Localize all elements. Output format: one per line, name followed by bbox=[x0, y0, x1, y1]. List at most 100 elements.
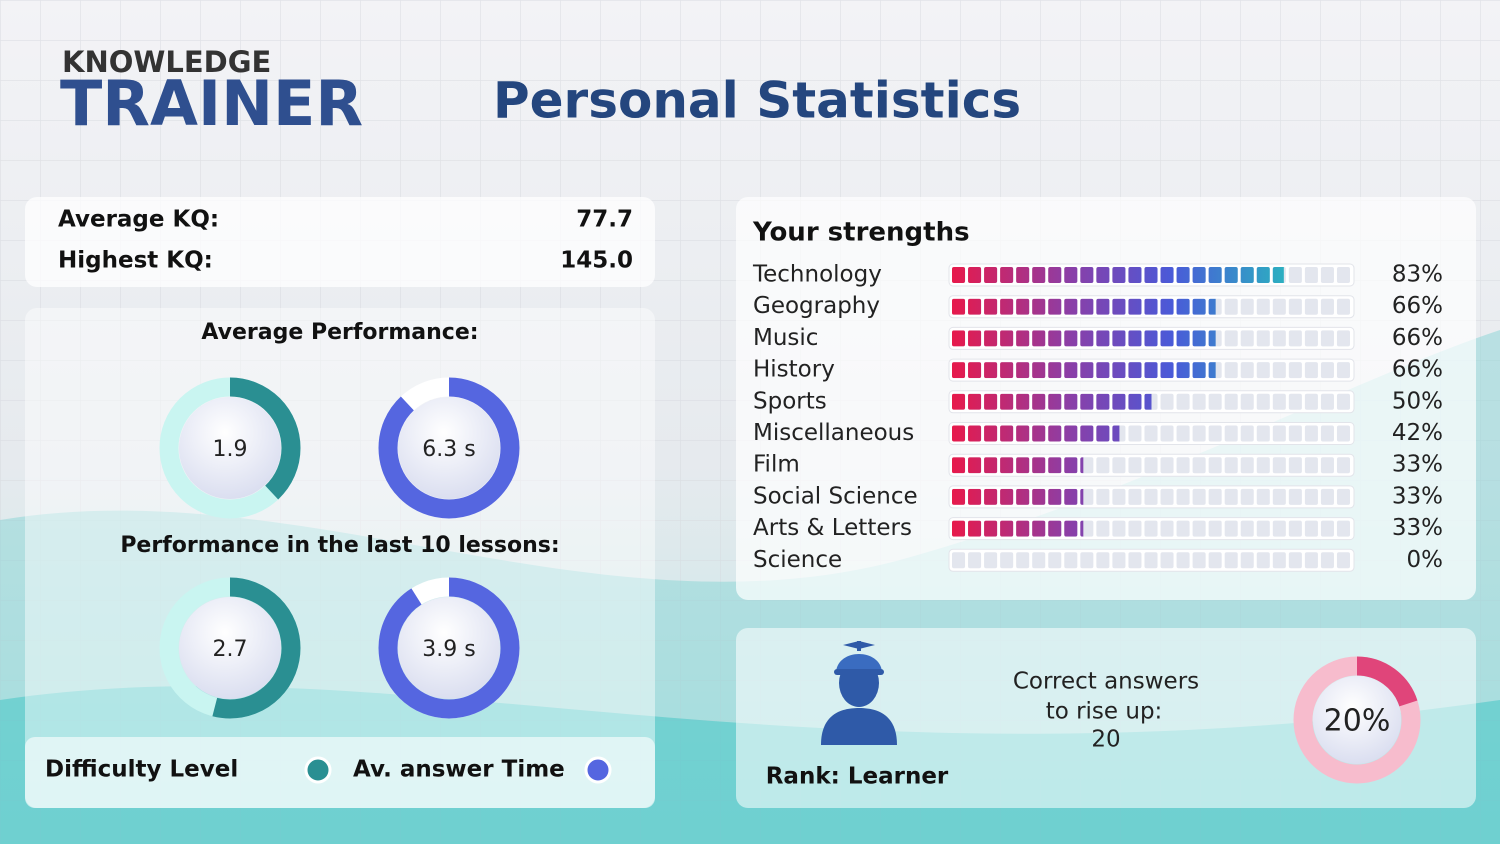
segment bbox=[1176, 520, 1190, 537]
segment bbox=[1224, 520, 1238, 537]
segment bbox=[1144, 520, 1158, 537]
segment bbox=[1272, 552, 1286, 569]
segment bbox=[1304, 520, 1318, 537]
kq-label: Highest KQ: bbox=[58, 248, 213, 274]
segment bbox=[1240, 330, 1254, 347]
segment bbox=[1128, 457, 1142, 474]
segment bbox=[1208, 393, 1222, 410]
segment bbox=[1144, 425, 1158, 442]
segment bbox=[1336, 393, 1350, 410]
bar bbox=[951, 457, 1084, 474]
segment bbox=[1016, 552, 1030, 569]
value-label: 66% bbox=[1392, 325, 1443, 351]
rank-text: Correct answers bbox=[1013, 669, 1199, 695]
donut-arc bbox=[159, 577, 301, 719]
kq-label: Average KQ: bbox=[58, 207, 219, 233]
segment bbox=[1240, 488, 1254, 505]
segment bbox=[1256, 330, 1270, 347]
page-title: Personal Statistics bbox=[493, 72, 1021, 130]
donut-arc bbox=[378, 577, 520, 719]
segment bbox=[1320, 267, 1334, 283]
segment bbox=[1032, 552, 1046, 569]
legend-strip bbox=[25, 737, 655, 808]
segment bbox=[1128, 520, 1142, 537]
segment bbox=[1304, 393, 1318, 410]
segment bbox=[1320, 298, 1334, 315]
segment bbox=[1240, 457, 1254, 474]
donut-disc bbox=[398, 597, 500, 699]
segment bbox=[1128, 488, 1142, 505]
value-label: 42% bbox=[1392, 420, 1443, 446]
segment bbox=[1208, 457, 1222, 474]
bar bbox=[951, 298, 1216, 315]
brand-top: KNOWLEDGE bbox=[62, 45, 271, 79]
segment bbox=[1320, 488, 1334, 505]
segment bbox=[1224, 457, 1238, 474]
segment bbox=[1224, 393, 1238, 410]
donut-label: 2.7 bbox=[213, 637, 248, 662]
segment bbox=[1272, 298, 1286, 315]
segment bbox=[1112, 552, 1126, 569]
kq-panel bbox=[25, 197, 655, 287]
segment bbox=[1096, 520, 1110, 537]
segment bbox=[1320, 393, 1334, 410]
rank-panel bbox=[736, 628, 1476, 808]
strengths-title: Your strengths bbox=[752, 218, 970, 248]
segment bbox=[1160, 457, 1174, 474]
segment bbox=[1160, 552, 1174, 569]
segment bbox=[1336, 552, 1350, 569]
value-label: 83% bbox=[1392, 262, 1443, 288]
value-label: 66% bbox=[1392, 357, 1443, 383]
segment bbox=[1048, 552, 1062, 569]
segment bbox=[1304, 362, 1318, 379]
rank-value: 20% bbox=[1324, 704, 1391, 739]
brand: TRAINER bbox=[60, 67, 363, 140]
segment bbox=[1288, 488, 1302, 505]
segment bbox=[1208, 488, 1222, 505]
segment bbox=[1336, 457, 1350, 474]
segment bbox=[1304, 425, 1318, 442]
segment bbox=[1272, 330, 1286, 347]
segment bbox=[1000, 552, 1014, 569]
category-label: Miscellaneous bbox=[753, 420, 914, 446]
segment bbox=[1288, 552, 1302, 569]
donut-arc bbox=[159, 377, 301, 519]
segment bbox=[1272, 425, 1286, 442]
segment bbox=[1288, 393, 1302, 410]
segment bbox=[1336, 520, 1350, 537]
segment bbox=[1112, 520, 1126, 537]
segment bbox=[1256, 298, 1270, 315]
segment bbox=[1080, 488, 1094, 505]
category-label: Science bbox=[753, 547, 842, 573]
segment bbox=[1224, 488, 1238, 505]
value-label: 50% bbox=[1392, 388, 1443, 414]
segment bbox=[1224, 552, 1238, 569]
bar bbox=[951, 393, 1152, 410]
rank-arc bbox=[1293, 656, 1421, 784]
segment bbox=[1080, 457, 1094, 474]
bar bbox=[951, 362, 1216, 379]
segment bbox=[1080, 520, 1094, 537]
segment bbox=[1192, 488, 1206, 505]
segment bbox=[1320, 520, 1334, 537]
category-label: Sports bbox=[753, 388, 827, 414]
segment bbox=[1288, 330, 1302, 347]
category-label: Film bbox=[753, 452, 800, 478]
segment bbox=[1256, 425, 1270, 442]
segment bbox=[1224, 425, 1238, 442]
dynamic-layer: 1.9 6.3 s 2.7 3.9 s Technology 83% Geography 66… bbox=[159, 262, 1443, 784]
segment bbox=[1336, 488, 1350, 505]
segment bbox=[952, 552, 966, 569]
segment bbox=[1240, 520, 1254, 537]
category-label: History bbox=[753, 357, 835, 383]
segment bbox=[1144, 457, 1158, 474]
donut-label: 1.9 bbox=[213, 437, 248, 462]
value-label: 33% bbox=[1392, 515, 1443, 541]
segment bbox=[1128, 425, 1142, 442]
segment bbox=[1320, 330, 1334, 347]
segment bbox=[1144, 552, 1158, 569]
legend-label: Difficulty Level bbox=[45, 757, 238, 783]
donut-label: 6.3 s bbox=[422, 437, 475, 462]
segment bbox=[1272, 362, 1286, 379]
segment bbox=[1256, 552, 1270, 569]
